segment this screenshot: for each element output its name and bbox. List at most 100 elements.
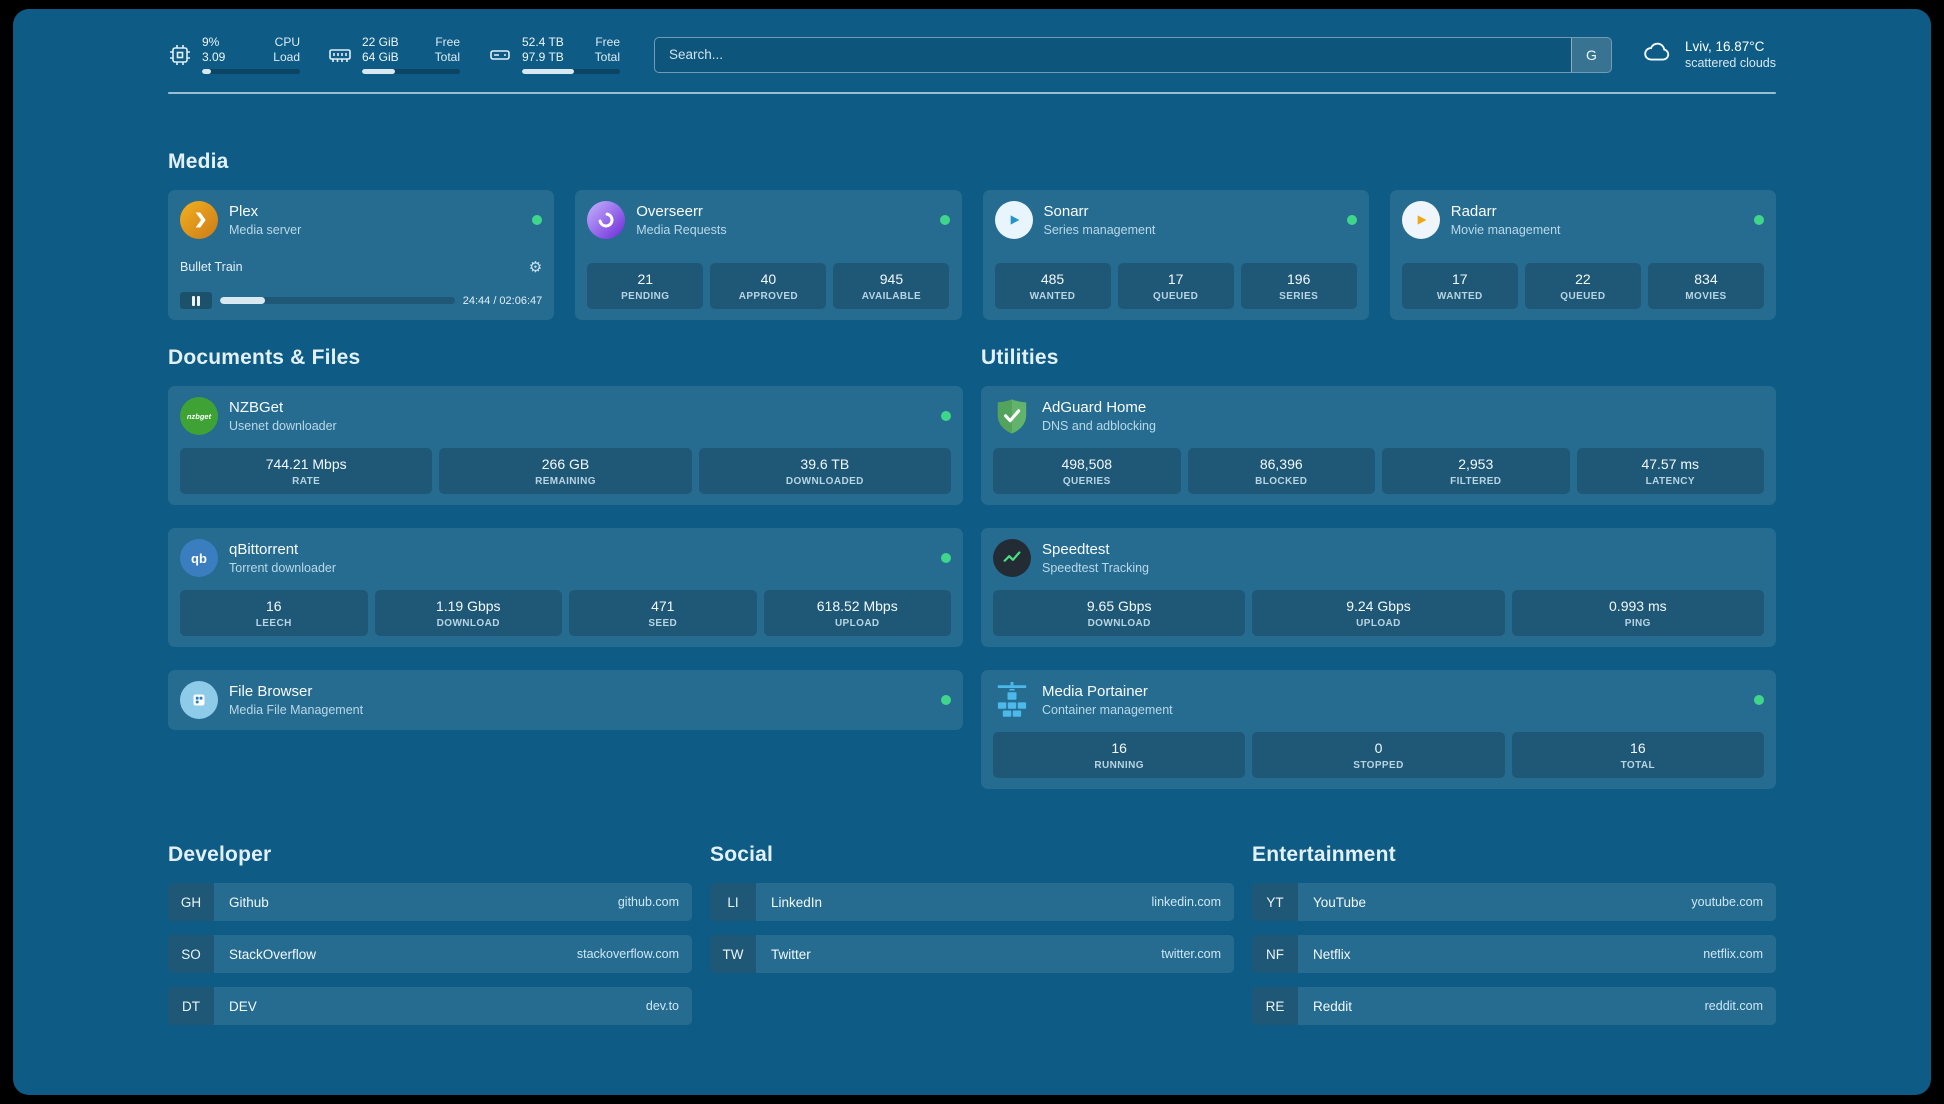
stat-box: 16 RUNNING [993,732,1246,778]
service-name: Radarr [1450,203,1497,220]
filebrowser-icon [180,681,218,719]
speedtest-icon [993,539,1031,577]
stat-box: 945 AVAILABLE [833,263,950,309]
media-grid: Plex Media server Bullet Train ⚙ 24:44 /… [168,190,1776,320]
bookmark-name: DEV [229,998,257,1014]
service-card-filebrowser[interactable]: File Browser Media File Management [168,670,963,730]
nzbget-icon: nzbget [180,397,218,435]
weather-widget[interactable]: Lviv, 16.87°C scattered clouds [1640,37,1776,72]
stat-box: 39.6 TB DOWNLOADED [698,448,951,494]
status-dot [532,215,543,225]
disk-total-label: Total [594,50,620,64]
status-dot [941,695,951,705]
bookmark-abbr: NF [1252,935,1298,973]
stat-label: QUEUED [1153,291,1199,302]
service-name: AdGuard Home [1042,399,1147,416]
stat-label: RUNNING [1094,760,1144,771]
stat-label: TOTAL [1620,760,1656,771]
bookmark-abbr: YT [1252,883,1298,921]
disk-total-value: 97.9 TB [522,50,564,64]
stat-box: 2,953 FILTERED [1382,448,1570,494]
disk-widget: 52.4 TB 97.9 TB Free Total [488,35,620,74]
stat-box: 16 LEECH [180,590,368,636]
stat-value: 21 [637,271,654,287]
sonarr-icon [994,201,1033,239]
service-description: Speedtest Tracking [1042,561,1150,575]
stat-label: SEED [648,618,678,629]
service-card-sonarr[interactable]: Sonarr Series management 485 WANTED 17 Q… [982,190,1369,320]
stat-box: 485 WANTED [994,263,1111,309]
stat-value: 945 [879,271,904,287]
service-card-radarr[interactable]: Radarr Movie management 17 WANTED 22 QUE… [1389,190,1776,320]
bookmark-netflix[interactable]: NF Netflix netflix.com [1252,935,1776,973]
cpu-progress-bar [202,69,300,74]
service-card-qbittorrent[interactable]: qb qBittorrent Torrent downloader 16 LEE… [168,528,963,647]
stat-label: APPROVED [738,291,799,302]
bookmark-dev[interactable]: DT DEV dev.to [168,987,692,1025]
service-name: Overseerr [636,203,703,220]
playback-progress-track[interactable] [220,297,455,304]
stat-value: 0.993 ms [1609,598,1667,614]
stat-value: 22 [1575,271,1591,287]
overseerr-icon [587,201,626,239]
stat-label: UPLOAD [834,618,880,629]
stat-value: 0 [1374,740,1383,756]
service-card-speedtest[interactable]: Speedtest Speedtest Tracking 9.65 Gbps D… [981,528,1776,647]
search-input[interactable] [655,37,1571,72]
stat-box: 471 SEED [569,590,757,636]
stat-value: 834 [1694,271,1718,287]
service-name: Plex [229,203,259,220]
service-card-overseerr[interactable]: Overseerr Media Requests 21 PENDING 40 A… [575,190,962,320]
service-card-adguard-home[interactable]: AdGuard Home DNS and adblocking 498,508 … [981,386,1776,505]
stat-box: 16 TOTAL [1511,732,1764,778]
stat-box: 266 GB REMAINING [439,448,692,494]
stat-value: 618.52 Mbps [816,598,898,614]
stat-value: 471 [651,598,675,614]
bookmark-domain: dev.to [645,999,679,1013]
status-dot [1754,695,1764,705]
bookmark-domain: reddit.com [1704,999,1763,1013]
status-dot [1346,215,1357,225]
stat-box: 0 STOPPED [1252,732,1505,778]
search-bar: G [654,36,1612,73]
stat-box: 22 QUEUED [1524,263,1641,309]
stat-value: 16 [265,598,282,614]
bookmark-github[interactable]: GH Github github.com [168,883,692,921]
radarr-icon [1401,201,1440,239]
stat-value: 9.24 Gbps [1346,598,1411,614]
bookmark-linkedin[interactable]: LI LinkedIn linkedin.com [710,883,1234,921]
bookmark-abbr: LI [710,883,756,921]
plex-icon [180,201,218,239]
stat-label: DOWNLOAD [436,618,500,629]
service-card-nzbget[interactable]: nzbget NZBGet Usenet downloader 744.21 M… [168,386,963,505]
service-card-plex[interactable]: Plex Media server Bullet Train ⚙ 24:44 /… [168,190,555,320]
gear-icon[interactable]: ⚙ [528,258,543,276]
cpu-usage-value: 9% [202,35,220,49]
qbittorrent-icon: qb [180,539,218,577]
cpu-chip-icon [168,43,192,67]
cpu-load-value: 3.09 [202,50,226,64]
pause-icon[interactable] [180,292,212,309]
bookmark-stackoverflow[interactable]: SO StackOverflow stackoverflow.com [168,935,692,973]
stat-box: 9.65 Gbps DOWNLOAD [993,590,1246,636]
disk-progress-bar [522,69,620,74]
bookmark-abbr: GH [168,883,214,921]
stat-label: PENDING [621,291,670,302]
service-card-media-portainer[interactable]: Media Portainer Container management 16 … [981,670,1776,789]
bookmarks-section: Developer GH Github github.com SO StackO… [168,843,1776,1065]
service-description: DNS and adblocking [1042,419,1156,433]
bookmark-reddit[interactable]: RE Reddit reddit.com [1252,987,1776,1025]
stat-label: DOWNLOAD [1087,618,1151,629]
stat-value: 196 [1287,271,1311,287]
playback-progress-fill [220,297,265,304]
now-playing-title: Bullet Train [180,260,243,274]
service-description: Movie management [1450,223,1561,237]
stat-label: AVAILABLE [861,291,922,302]
bookmark-group-developer: Developer GH Github github.com SO StackO… [168,843,692,1025]
search-provider-button[interactable]: G [1570,37,1611,72]
bookmark-youtube[interactable]: YT YouTube youtube.com [1252,883,1776,921]
stat-value: 17 [1167,271,1184,287]
stat-value: 39.6 TB [800,456,850,472]
bookmark-twitter[interactable]: TW Twitter twitter.com [710,935,1234,973]
stat-box: 9.24 Gbps UPLOAD [1252,590,1505,636]
